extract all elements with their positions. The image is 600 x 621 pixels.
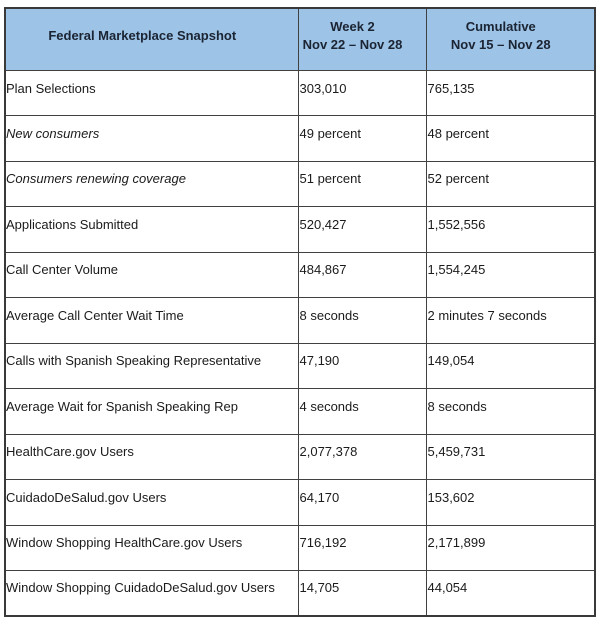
table-row-applications-submitted: Applications Submitted 520,427 1,552,556 — [4, 206, 596, 253]
cumulative-value: 5,459,731 — [425, 433, 596, 481]
table-row-new-consumers: New consumers 49 percent 48 percent — [4, 115, 596, 162]
cumulative-value: 52 percent — [425, 160, 596, 208]
week2-value: 49 percent — [297, 115, 427, 162]
table-row-window-shopping-cuidadodesalud: Window Shopping CuidadoDeSalud.gov Users… — [4, 569, 596, 617]
header-metric: Federal Marketplace Snapshot — [4, 7, 299, 71]
cumulative-value: 1,554,245 — [425, 251, 596, 299]
week2-value: 8 seconds — [297, 297, 427, 344]
week2-value: 520,427 — [297, 206, 427, 253]
table-row-healthcare-users: HealthCare.gov Users 2,077,378 5,459,731 — [4, 433, 596, 481]
table-row-spanish-wait: Average Wait for Spanish Speaking Rep 4 … — [4, 388, 596, 435]
header-week2-line1: Week 2 — [330, 18, 375, 34]
row-label: Consumers renewing coverage — [4, 160, 299, 208]
row-label: Window Shopping HealthCare.gov Users — [4, 524, 299, 571]
table-row-spanish-calls: Calls with Spanish Speaking Representati… — [4, 342, 596, 390]
row-label: Applications Submitted — [4, 206, 299, 253]
cumulative-value: 765,135 — [425, 69, 596, 117]
week2-value: 2,077,378 — [297, 433, 427, 481]
table-row-call-center-volume: Call Center Volume 484,867 1,554,245 — [4, 251, 596, 299]
row-label: Plan Selections — [4, 69, 299, 117]
row-label: HealthCare.gov Users — [4, 433, 299, 481]
cumulative-value: 8 seconds — [425, 388, 596, 435]
row-label: Calls with Spanish Speaking Representati… — [4, 342, 299, 390]
table-header-row: Federal Marketplace Snapshot Week 2 Nov 2… — [4, 7, 596, 71]
table-row-average-wait-time: Average Call Center Wait Time 8 seconds … — [4, 297, 596, 344]
table-row-cuidadodesalud-users: CuidadoDeSalud.gov Users 64,170 153,602 — [4, 479, 596, 526]
federal-marketplace-snapshot-table: Federal Marketplace Snapshot Week 2 Nov 2… — [4, 7, 596, 617]
header-metric-label: Federal Marketplace Snapshot — [48, 27, 237, 43]
table-row-consumers-renewing: Consumers renewing coverage 51 percent 5… — [4, 160, 596, 208]
header-cumulative-line1: Cumulative — [465, 18, 536, 34]
cumulative-value: 1,552,556 — [425, 206, 596, 253]
row-label: Call Center Volume — [4, 251, 299, 299]
header-week2-line2: Nov 22 – Nov 28 — [302, 36, 403, 52]
row-label: Average Wait for Spanish Speaking Rep — [4, 388, 299, 435]
week2-value: 64,170 — [297, 479, 427, 526]
table-row-plan-selections: Plan Selections 303,010 765,135 — [4, 69, 596, 117]
header-cumulative: Cumulative Nov 15 – Nov 28 — [425, 7, 596, 71]
cumulative-value: 153,602 — [425, 479, 596, 526]
week2-value: 4 seconds — [297, 388, 427, 435]
header-cumulative-line2: Nov 15 – Nov 28 — [450, 36, 551, 52]
cumulative-value: 44,054 — [425, 569, 596, 617]
table-row-window-shopping-healthcare: Window Shopping HealthCare.gov Users 716… — [4, 524, 596, 571]
week2-value: 14,705 — [297, 569, 427, 617]
row-label: CuidadoDeSalud.gov Users — [4, 479, 299, 526]
week2-value: 47,190 — [297, 342, 427, 390]
week2-value: 716,192 — [297, 524, 427, 571]
cumulative-value: 2 minutes 7 seconds — [425, 297, 596, 344]
snapshot-table: Federal Marketplace Snapshot Week 2 Nov 2… — [4, 7, 596, 617]
week2-value: 51 percent — [297, 160, 427, 208]
row-label: Average Call Center Wait Time — [4, 297, 299, 344]
header-week2: Week 2 Nov 22 – Nov 28 — [297, 7, 427, 71]
cumulative-value: 2,171,899 — [425, 524, 596, 571]
row-label: New consumers — [4, 115, 299, 162]
cumulative-value: 48 percent — [425, 115, 596, 162]
row-label: Window Shopping CuidadoDeSalud.gov Users — [4, 569, 299, 617]
cumulative-value: 149,054 — [425, 342, 596, 390]
week2-value: 303,010 — [297, 69, 427, 117]
week2-value: 484,867 — [297, 251, 427, 299]
